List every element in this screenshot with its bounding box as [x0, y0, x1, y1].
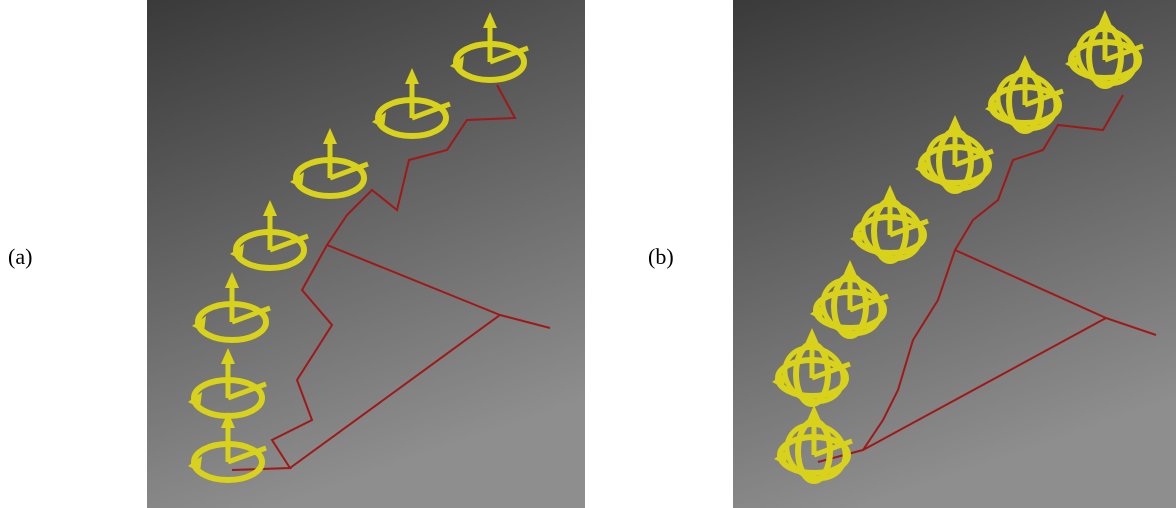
render-panel [733, 0, 1176, 508]
panel-label: (a) [8, 244, 32, 270]
background [147, 0, 585, 508]
panel-label: (b) [648, 244, 674, 270]
figure: (a) (b) [0, 0, 1176, 508]
render-panel [147, 0, 585, 508]
